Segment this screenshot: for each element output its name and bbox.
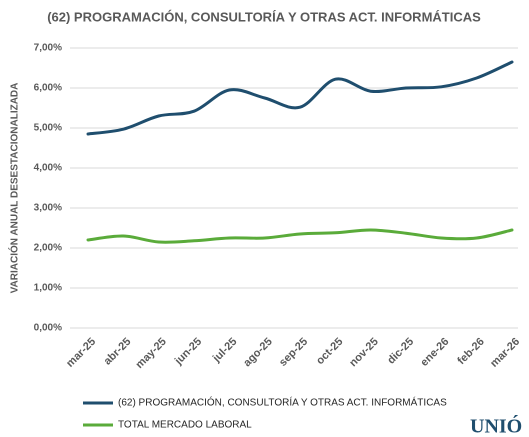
y-tick-label: 0,00% xyxy=(34,323,62,334)
chart-title: (62) PROGRAMACIÓN, CONSULTORÍA Y OTRAS A… xyxy=(47,9,481,24)
y-tick-label: 6,00% xyxy=(34,83,62,94)
x-tick-label: ene-26 xyxy=(418,336,451,369)
series-line xyxy=(86,228,514,244)
x-tick-label: abr-25 xyxy=(102,336,134,368)
y-axis-label: VARIACIÓN ANUAL DESESTACIONALIZADA xyxy=(8,83,21,294)
x-tick-label: nov-25 xyxy=(347,336,381,370)
x-tick-label: mar-25 xyxy=(64,336,98,370)
x-tick-label: ago-25 xyxy=(241,336,275,370)
x-tick-label: jul-25 xyxy=(210,336,240,366)
x-tick-label: jun-25 xyxy=(172,336,204,368)
x-tick-label: sep-25 xyxy=(277,336,310,369)
y-tick-label: 2,00% xyxy=(34,243,62,254)
logo: UNIÓ xyxy=(470,414,522,437)
x-tick-label: oct-25 xyxy=(314,336,345,367)
x-tick-label: may-25 xyxy=(134,336,169,371)
y-tick-label: 1,00% xyxy=(34,283,62,294)
series-line xyxy=(86,60,514,136)
x-tick-label: feb-26 xyxy=(455,336,486,367)
y-tick-label: 7,00% xyxy=(34,43,62,54)
legend-label: (62) PROGRAMACIÓN, CONSULTORÍA Y OTRAS A… xyxy=(118,396,447,409)
y-tick-label: 4,00% xyxy=(34,163,62,174)
y-tick-label: 5,00% xyxy=(34,123,62,134)
x-tick-label: dic-25 xyxy=(385,336,416,367)
y-tick-label: 3,00% xyxy=(34,203,62,214)
legend-label: TOTAL MERCADO LABORAL xyxy=(118,420,252,431)
x-tick-label: mar-26 xyxy=(488,336,522,370)
